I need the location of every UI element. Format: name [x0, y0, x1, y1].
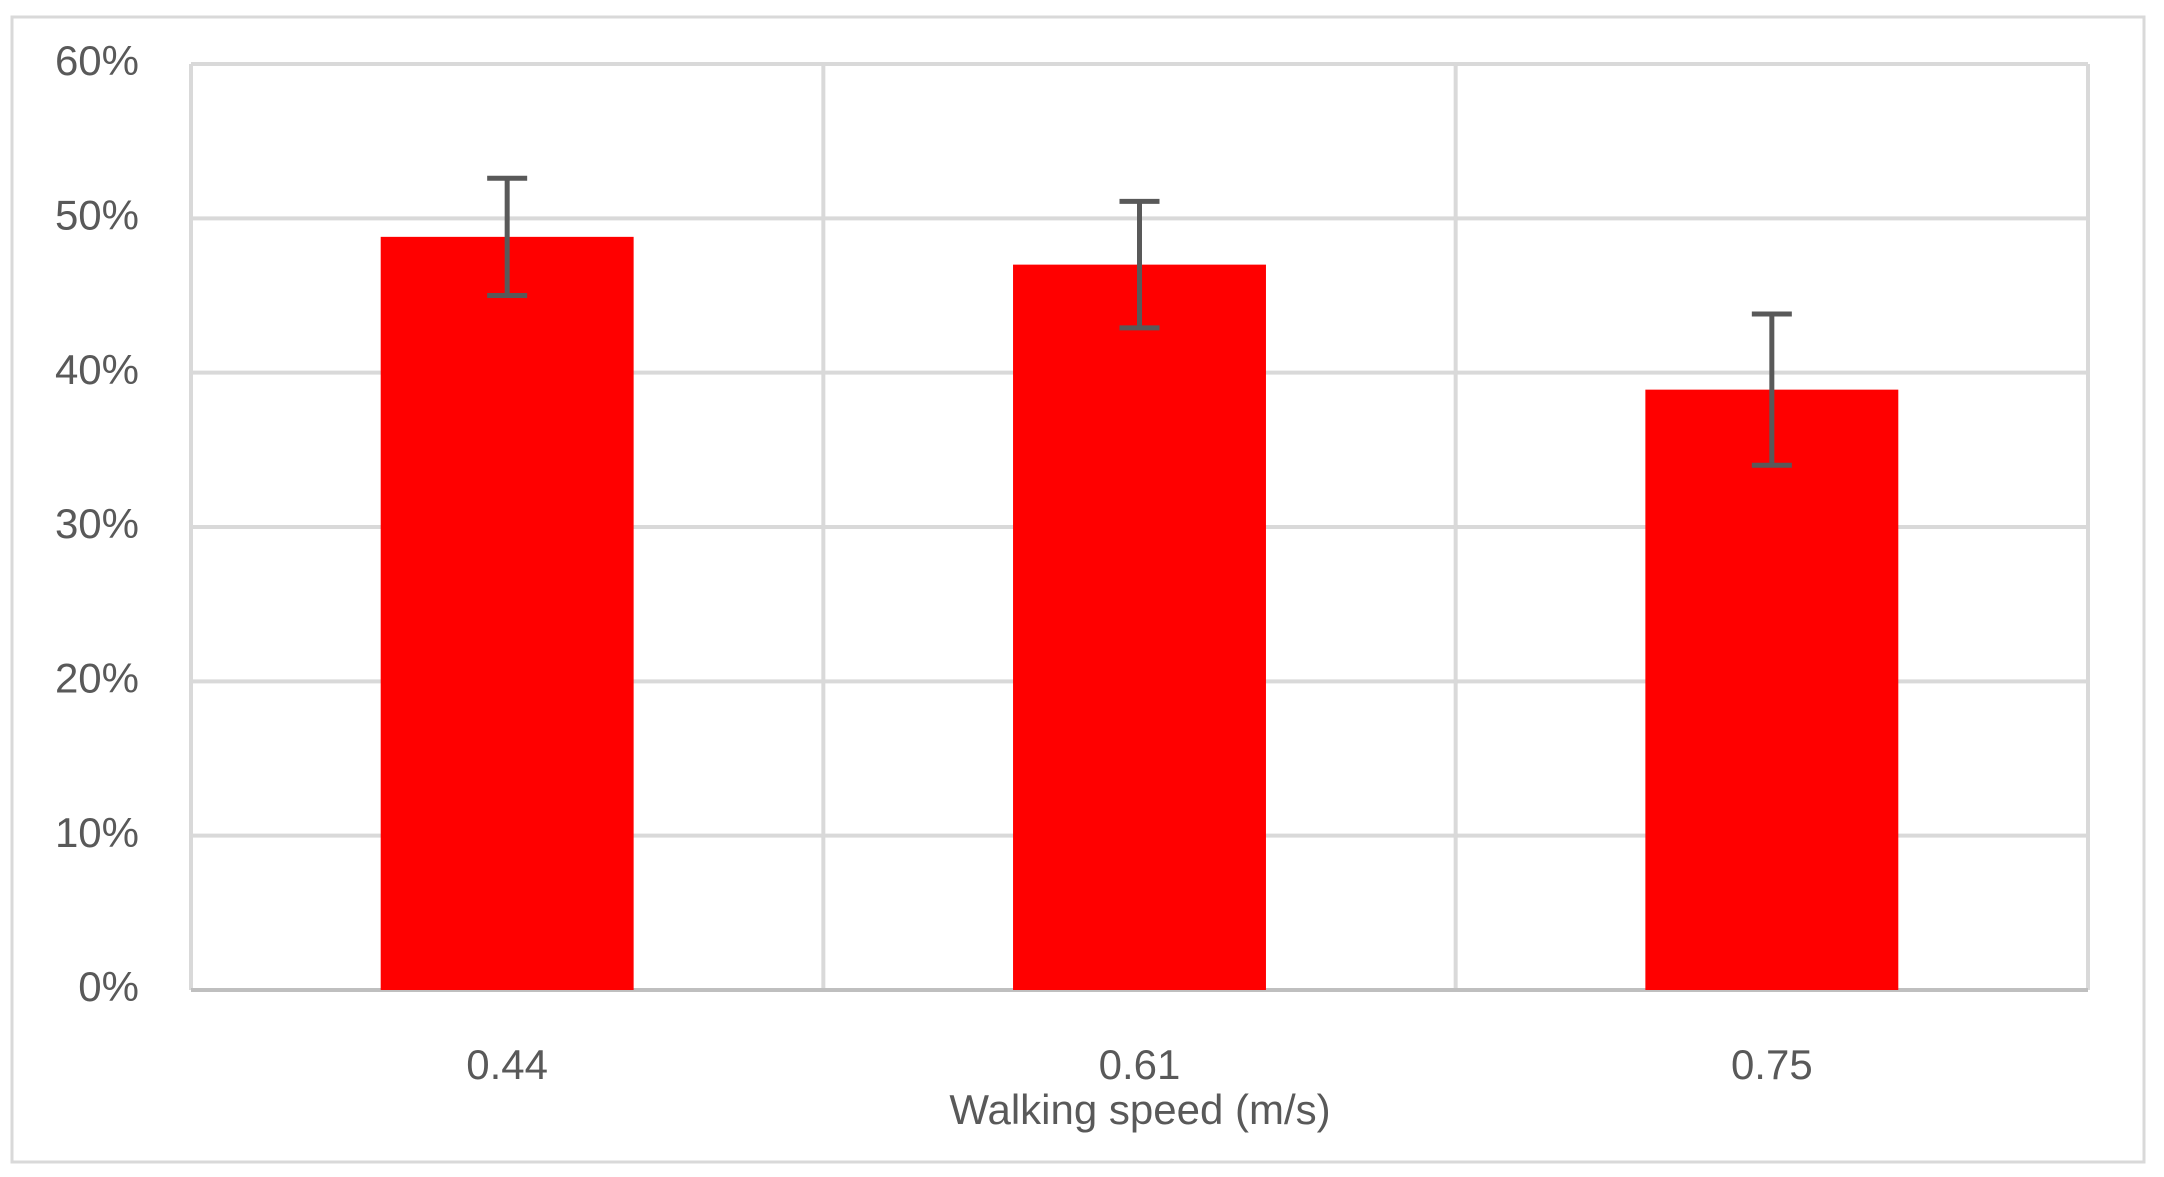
y-tick-label: 0%: [78, 963, 139, 1010]
y-tick-label: 20%: [55, 654, 139, 701]
error-bar: [487, 175, 528, 298]
y-tick-label: 30%: [55, 500, 139, 547]
y-tick-label: 10%: [55, 809, 139, 856]
y-tick-label: 40%: [55, 346, 139, 393]
bar: [380, 236, 634, 990]
x-axis-label: Walking speed (m/s): [949, 1086, 1330, 1133]
error-bar: [1751, 311, 1792, 468]
x-tick-label: 0.75: [1731, 1041, 1813, 1088]
bar: [1013, 264, 1266, 991]
y-tick-label: 60%: [55, 37, 139, 84]
x-tick-label: 0.44: [466, 1041, 548, 1088]
error-bar: [1119, 198, 1160, 331]
x-tick-label: 0.61: [1099, 1041, 1181, 1088]
y-tick-label: 50%: [55, 191, 139, 238]
bar: [1645, 389, 1899, 991]
